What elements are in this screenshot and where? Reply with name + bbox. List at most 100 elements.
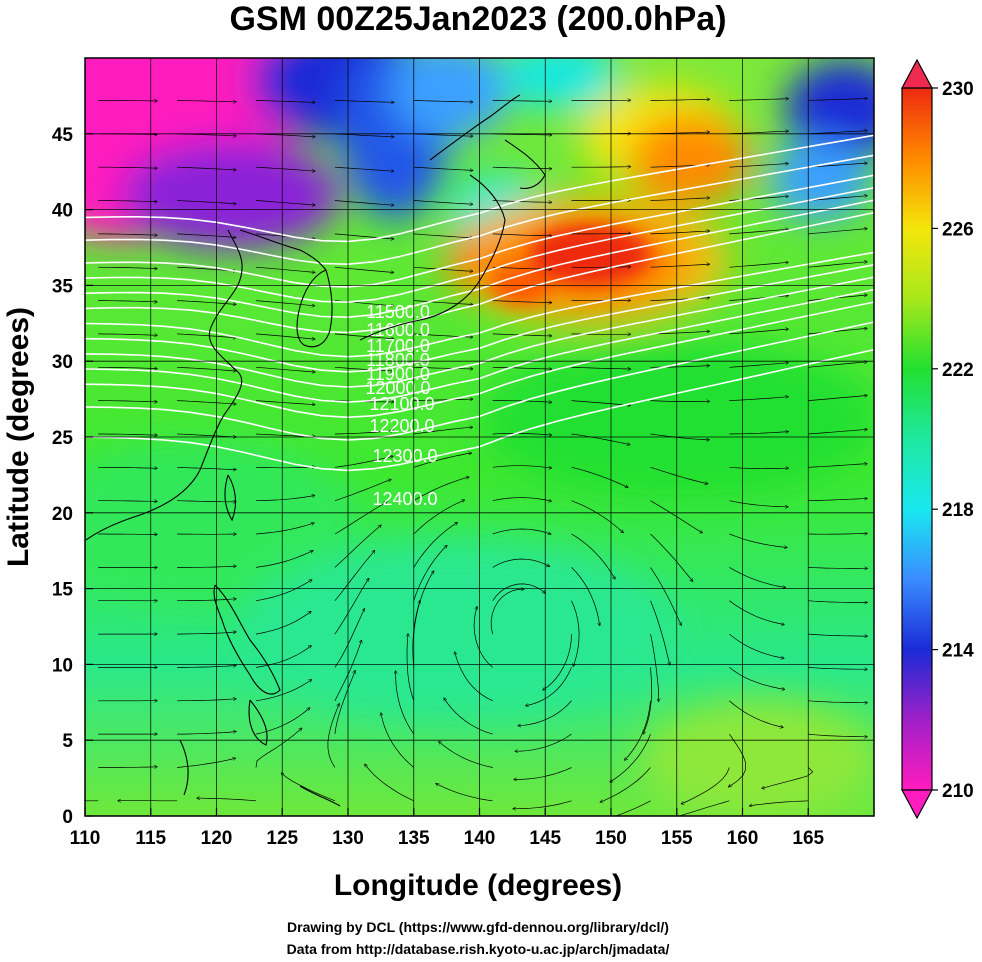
wind-streamline xyxy=(334,670,355,735)
wind-streamline xyxy=(650,198,710,201)
wind-streamline xyxy=(255,708,310,735)
wind-streamline xyxy=(571,267,631,268)
wind-streamline xyxy=(729,600,784,625)
wind-streamline xyxy=(413,545,447,601)
contour-label: 12400.0 xyxy=(372,489,437,509)
wind-streamline xyxy=(334,233,394,239)
wind-streamline xyxy=(729,329,788,335)
wind-streamline xyxy=(334,609,365,668)
colorbar-tick-label: 210 xyxy=(942,781,974,802)
y-tick-label: 40 xyxy=(52,201,73,222)
wind-streamline xyxy=(518,700,572,726)
wind-streamline xyxy=(728,733,747,787)
wind-streamline xyxy=(334,456,393,468)
wind-streamline xyxy=(255,646,311,668)
y-axis-label: Latitude (degrees) xyxy=(2,307,35,567)
y-tick-label: 0 xyxy=(62,807,73,828)
wind-streamline xyxy=(413,477,469,502)
wind-streamline xyxy=(571,600,580,667)
y-axis-ticks: 0 5 10 15 20 25 30 35 40 45 xyxy=(52,125,93,828)
wind-streamline xyxy=(492,433,552,435)
wind-streamline xyxy=(177,333,236,338)
y-tick-label: 20 xyxy=(52,504,73,525)
y-tick-label: 5 xyxy=(62,731,73,752)
colorbar: 210 214 218 222 226 230 xyxy=(900,58,974,820)
wind-streamline xyxy=(490,589,524,635)
colorbar-tick-label: 222 xyxy=(942,360,974,381)
wind-streamline xyxy=(571,567,600,625)
wind-streamlines xyxy=(85,99,867,816)
wind-streamline xyxy=(413,300,473,305)
wind-streamline xyxy=(334,200,394,206)
wind-streamline xyxy=(177,300,236,305)
wind-streamline xyxy=(255,580,312,602)
wind-streamline xyxy=(473,607,493,668)
wind-streamline xyxy=(396,671,415,735)
wind-streamline xyxy=(650,600,670,665)
wind-streamline xyxy=(334,640,362,701)
wind-streamline xyxy=(413,266,473,271)
y-tick-label: 25 xyxy=(52,428,74,449)
colorbar-tick-label: 226 xyxy=(942,219,974,240)
wind-streamline xyxy=(413,522,458,568)
wind-streamline xyxy=(526,667,572,705)
wind-streamline xyxy=(808,131,867,135)
contour-label: 12200.0 xyxy=(369,416,434,436)
wind-streamline xyxy=(729,164,788,168)
wind-streamline xyxy=(255,400,315,405)
wind-streamline xyxy=(177,758,236,768)
wind-streamline xyxy=(492,497,552,502)
contour-label: 12300.0 xyxy=(372,446,437,466)
wind-streamline xyxy=(729,262,788,268)
x-tick-label: 160 xyxy=(727,828,759,849)
wind-streamline xyxy=(492,200,552,203)
wind-streamline xyxy=(808,99,867,101)
wind-streamline xyxy=(455,652,493,702)
wind-streamline xyxy=(571,366,631,369)
wind-streamline xyxy=(98,167,157,168)
plot-field: 11500.011600.011700.011800.011900.012000… xyxy=(85,58,874,816)
wind-streamline xyxy=(514,767,572,780)
wind-streamline xyxy=(492,583,546,601)
contour-label: 12100.0 xyxy=(369,394,434,414)
wind-streamline xyxy=(492,366,552,369)
wind-streamline xyxy=(255,200,315,206)
wind-streamline xyxy=(98,100,157,101)
x-tick-label: 165 xyxy=(792,828,824,849)
x-axis-label: Longitude (degrees) xyxy=(334,869,622,902)
wind-streamline xyxy=(439,741,493,768)
wind-streamline xyxy=(334,333,394,339)
x-tick-label: 125 xyxy=(266,828,298,849)
wind-streamline xyxy=(808,196,867,201)
y-tick-label: 15 xyxy=(52,580,74,601)
wind-streamline xyxy=(413,571,434,635)
wind-streamline xyxy=(492,528,551,534)
wind-streamline xyxy=(808,633,867,636)
wind-streamline xyxy=(650,401,710,402)
wind-streamline xyxy=(571,400,631,406)
wind-streamline xyxy=(413,200,473,205)
wind-streamline xyxy=(177,166,236,170)
colorbar-tick-label: 230 xyxy=(942,79,974,100)
wind-streamline xyxy=(255,728,302,768)
wind-streamline xyxy=(729,633,784,658)
wind-streamline xyxy=(492,300,552,303)
wind-streamline xyxy=(808,163,867,168)
wind-streamline xyxy=(334,366,394,371)
colorbar-extend-max xyxy=(900,58,934,89)
x-tick-label: 115 xyxy=(135,828,166,849)
wind-streamline xyxy=(808,600,867,603)
x-tick-label: 130 xyxy=(332,828,364,849)
colorbar-tick-label: 214 xyxy=(942,641,974,662)
wind-streamline xyxy=(808,429,867,435)
wind-streamline xyxy=(177,501,236,502)
x-tick-label: 135 xyxy=(398,828,430,849)
wind-streamline xyxy=(614,800,651,816)
credit-line-1: Drawing by DCL (https://www.gfd-dennou.o… xyxy=(287,919,669,935)
wind-streamline xyxy=(255,611,311,635)
wind-streamline xyxy=(650,231,710,235)
wind-streamline xyxy=(729,467,788,468)
wind-streamline xyxy=(492,465,552,468)
wind-streamline xyxy=(177,100,236,101)
y-tick-label: 10 xyxy=(52,655,73,676)
